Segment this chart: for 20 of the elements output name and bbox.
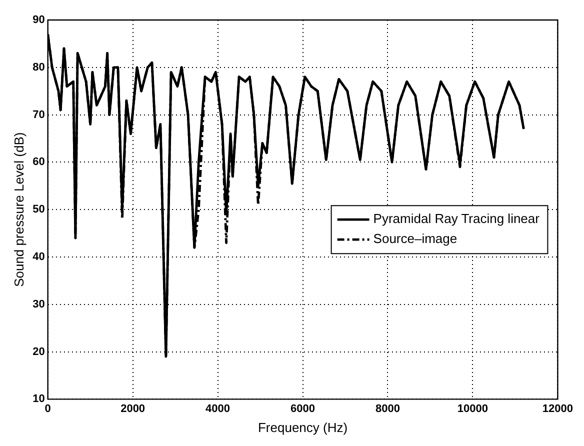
y-tick-label: 70	[32, 108, 45, 121]
x-tick-label: 2000	[120, 402, 146, 415]
y-tick-label: 90	[32, 14, 45, 26]
y-tick-label: 50	[32, 204, 45, 216]
x-tick-label: 8000	[376, 402, 400, 415]
y-tick-label: 40	[32, 251, 45, 264]
x-tick-label: 10000	[457, 402, 488, 415]
legend-label: Source–image	[373, 231, 458, 246]
x-tick-label: 6000	[290, 402, 316, 415]
x-tick-label: 12000	[542, 402, 574, 415]
legend-label: Pyramidal Ray Tracing linear	[373, 211, 540, 226]
x-axis-title: Frequency (Hz)	[258, 420, 348, 435]
y-tick-label: 20	[32, 346, 45, 358]
x-tick-label: 4000	[206, 402, 230, 415]
y-tick-label: 60	[32, 156, 45, 168]
y-axis-title: Sound pressure Level (dB)	[11, 132, 26, 287]
x-tick-label: 0	[44, 402, 51, 415]
y-tick-label: 10	[32, 393, 45, 406]
y-tick-label: 30	[32, 298, 45, 310]
y-tick-label: 80	[32, 61, 45, 74]
